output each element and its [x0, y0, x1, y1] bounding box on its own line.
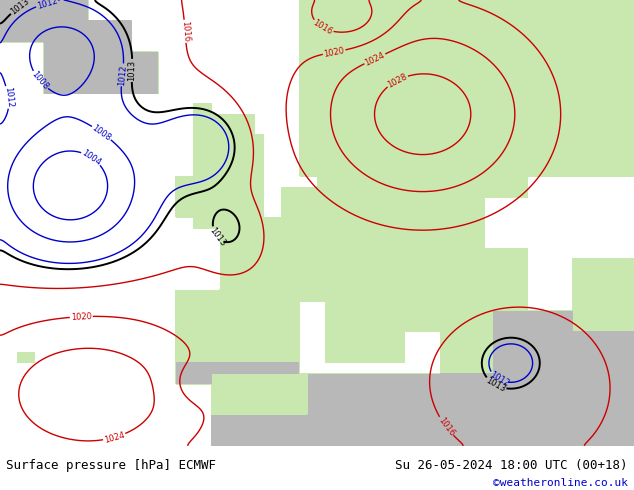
Text: 1013: 1013 [127, 60, 137, 81]
Text: 1024: 1024 [103, 430, 126, 444]
Text: 1020: 1020 [323, 46, 346, 58]
Text: 1013: 1013 [9, 0, 31, 17]
Text: 1008: 1008 [30, 70, 50, 92]
Text: 1004: 1004 [81, 148, 103, 167]
Text: 1013: 1013 [207, 226, 227, 248]
Text: 1012: 1012 [117, 64, 128, 86]
Text: 1028: 1028 [385, 72, 409, 89]
Text: Su 26-05-2024 18:00 UTC (00+18): Su 26-05-2024 18:00 UTC (00+18) [395, 459, 628, 472]
Text: 1016: 1016 [436, 416, 456, 438]
Text: 1012: 1012 [3, 86, 14, 108]
Text: 1013: 1013 [484, 376, 507, 394]
Text: ©weatheronline.co.uk: ©weatheronline.co.uk [493, 478, 628, 488]
Text: 1020: 1020 [70, 312, 92, 322]
Text: 1024: 1024 [363, 50, 386, 67]
Text: Surface pressure [hPa] ECMWF: Surface pressure [hPa] ECMWF [6, 459, 216, 472]
Text: 1008: 1008 [91, 123, 113, 143]
Text: 1016: 1016 [311, 18, 334, 37]
Text: 1012: 1012 [36, 0, 58, 10]
Text: 1012: 1012 [488, 370, 510, 389]
Text: 1016: 1016 [180, 21, 190, 42]
